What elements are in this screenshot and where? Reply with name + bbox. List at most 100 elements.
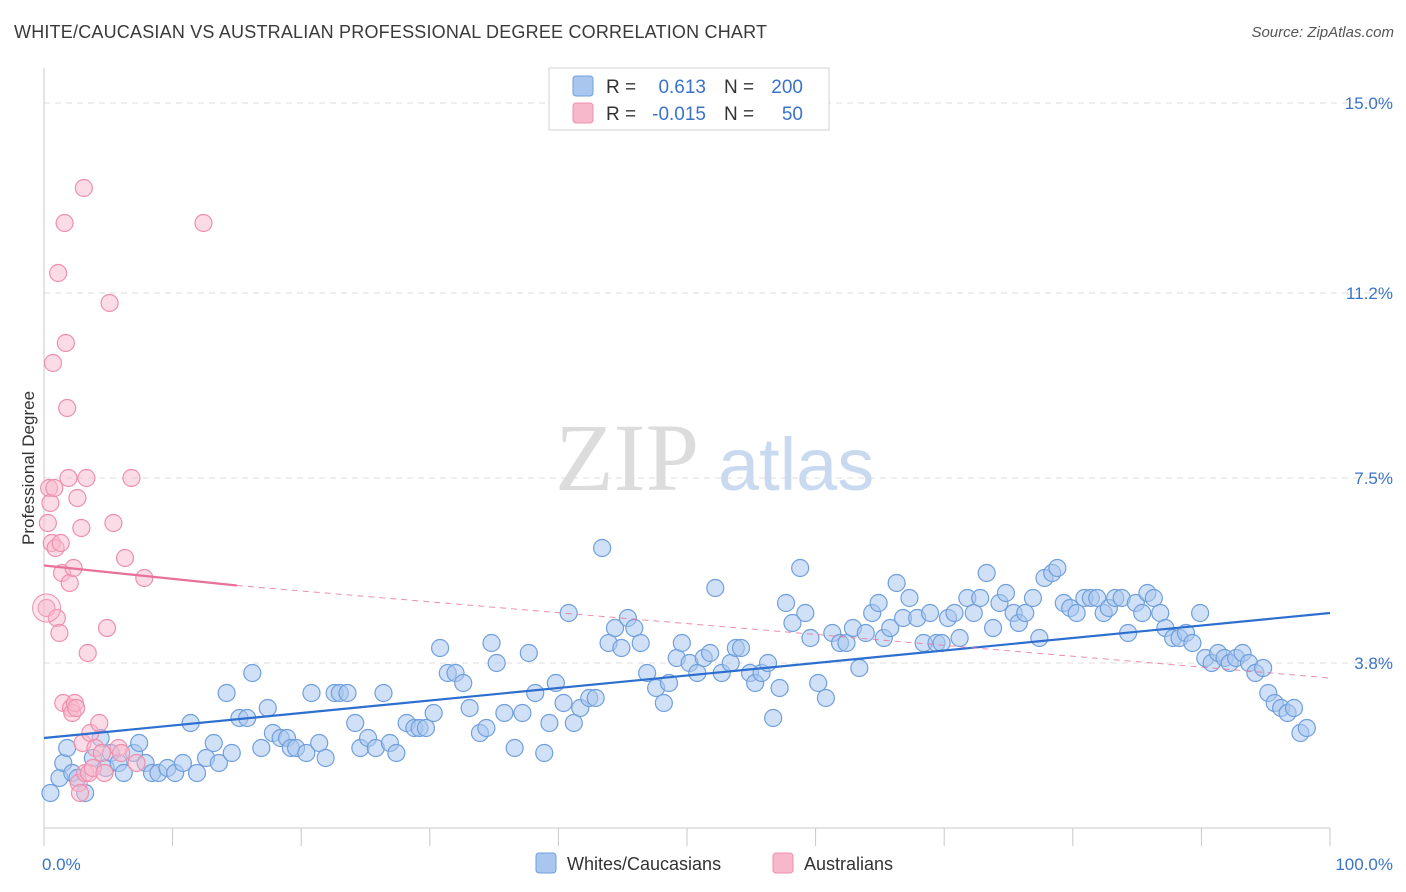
legend-n-value-australians: 50 bbox=[782, 104, 803, 125]
point-australians-17 bbox=[59, 468, 78, 488]
point-whites-120 bbox=[856, 623, 875, 643]
legend-n-label-australians: N = bbox=[724, 104, 754, 125]
point-whites-145 bbox=[1016, 603, 1035, 623]
point-whites-14 bbox=[130, 733, 149, 753]
point-whites-92 bbox=[672, 633, 691, 653]
bottom-legend-label-whites: Whites/Caucasians bbox=[567, 854, 721, 874]
point-whites-87 bbox=[638, 663, 657, 683]
point-whites-71 bbox=[535, 743, 554, 763]
point-australians-47 bbox=[127, 753, 146, 773]
bottom-legend-label-australians: Australians bbox=[804, 854, 893, 874]
point-australians-18 bbox=[60, 573, 79, 593]
point-whites-89 bbox=[654, 693, 673, 713]
y-tick-labels: 3.8% 7.5% 11.2% 15.0% bbox=[1345, 94, 1393, 673]
axes bbox=[43, 68, 1331, 846]
point-whites-153 bbox=[1067, 603, 1086, 623]
point-whites-146 bbox=[1023, 588, 1043, 608]
bottom-legend: Whites/Caucasians Australians bbox=[535, 852, 893, 874]
point-australians-23 bbox=[67, 698, 86, 718]
point-whites-49 bbox=[374, 683, 393, 703]
point-whites-156 bbox=[1088, 588, 1107, 608]
y-tick-label-1: 7.5% bbox=[1354, 469, 1393, 488]
point-australians-14 bbox=[55, 213, 74, 233]
point-whites-106 bbox=[764, 708, 783, 728]
point-whites-66 bbox=[495, 703, 514, 723]
point-whites-26 bbox=[217, 683, 236, 703]
source-label: Source: ZipAtlas.com bbox=[1251, 24, 1394, 41]
point-whites-138 bbox=[971, 588, 990, 608]
point-whites-44 bbox=[338, 683, 357, 703]
y-axis-label: Professional Degree bbox=[19, 391, 38, 545]
point-australians-42 bbox=[104, 513, 123, 533]
point-whites-83 bbox=[612, 638, 631, 658]
point-whites-64 bbox=[482, 633, 501, 653]
point-whites-113 bbox=[809, 673, 828, 693]
point-whites-107 bbox=[770, 678, 789, 698]
point-whites-24 bbox=[204, 733, 223, 753]
legend-n-value-whites: 200 bbox=[771, 77, 803, 98]
point-whites-108 bbox=[776, 593, 796, 613]
legend-r-label-whites: R = bbox=[606, 77, 636, 98]
point-whites-31 bbox=[252, 738, 271, 758]
point-whites-61 bbox=[460, 698, 479, 718]
point-whites-56 bbox=[424, 703, 443, 723]
point-whites-57 bbox=[430, 638, 450, 658]
point-whites-40 bbox=[310, 733, 329, 753]
point-whites-96 bbox=[701, 643, 720, 663]
point-australians-45 bbox=[115, 548, 135, 568]
legend-r-label-australians: R = bbox=[606, 104, 636, 125]
legend-swatch-australians bbox=[572, 102, 594, 124]
point-whites-12 bbox=[114, 763, 133, 783]
point-australians-38 bbox=[92, 743, 111, 763]
legend-r-value-whites: 0.613 bbox=[658, 77, 706, 98]
point-whites-97 bbox=[706, 578, 725, 598]
y-tick-label-3: 15.0% bbox=[1345, 94, 1393, 113]
point-whites-80 bbox=[593, 538, 612, 558]
watermark-zip: ZIP bbox=[555, 404, 699, 511]
point-whites-25 bbox=[209, 753, 228, 773]
point-whites-117 bbox=[837, 633, 856, 653]
point-whites-150 bbox=[1048, 558, 1067, 578]
point-australians-27 bbox=[72, 518, 91, 538]
point-whites-182 bbox=[1254, 658, 1273, 678]
point-whites-75 bbox=[559, 603, 578, 623]
point-whites-74 bbox=[554, 693, 573, 713]
point-australians-9 bbox=[49, 263, 68, 283]
point-whites-171 bbox=[1183, 633, 1202, 653]
point-australians-40 bbox=[97, 618, 117, 638]
x-tick-labels: 0.0% 100.0% bbox=[42, 855, 1393, 874]
point-whites-65 bbox=[487, 653, 506, 673]
point-whites-60 bbox=[454, 673, 473, 693]
point-whites-119 bbox=[850, 658, 869, 678]
trend-lines bbox=[43, 564, 1331, 740]
point-whites-101 bbox=[731, 638, 751, 658]
point-whites-122 bbox=[869, 593, 888, 613]
point-australians-3 bbox=[41, 493, 60, 513]
point-australians-44 bbox=[112, 743, 131, 763]
point-australians-46 bbox=[122, 468, 141, 488]
point-australians-41 bbox=[100, 293, 119, 313]
point-whites-137 bbox=[964, 603, 983, 623]
legend-r-value-australians: -0.015 bbox=[652, 104, 706, 125]
point-australians-10 bbox=[50, 623, 69, 643]
trend-line-whites bbox=[43, 611, 1331, 740]
point-whites-110 bbox=[791, 558, 810, 578]
point-whites-38 bbox=[297, 743, 316, 763]
point-whites-86 bbox=[631, 633, 650, 653]
point-whites-72 bbox=[540, 713, 559, 733]
point-whites-135 bbox=[950, 628, 969, 648]
point-whites-139 bbox=[977, 563, 996, 583]
point-australians-26 bbox=[70, 783, 90, 803]
y-tick-label-0: 3.8% bbox=[1354, 654, 1393, 673]
legend-box: R = 0.613 N = 200 R = -0.015 N = 50 bbox=[548, 67, 830, 131]
point-australians-11 bbox=[51, 533, 70, 553]
point-whites-130 bbox=[920, 603, 940, 623]
point-australians-16 bbox=[58, 398, 77, 418]
legend-swatch-whites bbox=[572, 75, 594, 97]
point-whites-187 bbox=[1284, 698, 1304, 718]
point-australians-49 bbox=[194, 213, 213, 233]
chart-title: WHITE/CAUCASIAN VS AUSTRALIAN PROFESSION… bbox=[14, 22, 768, 42]
point-whites-45 bbox=[346, 713, 365, 733]
point-whites-147 bbox=[1030, 628, 1049, 648]
